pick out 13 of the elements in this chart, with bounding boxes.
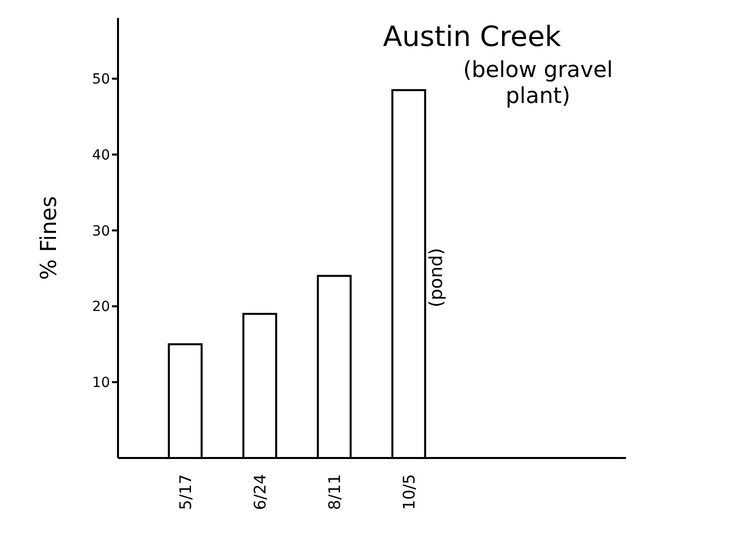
x-tick-label: 5/17 <box>176 474 195 510</box>
text: (below gravel plant) <box>463 58 613 110</box>
annotation: (pond) <box>426 248 447 308</box>
y-tick-label: 50 <box>92 72 110 88</box>
y-tick-label: 30 <box>92 223 110 240</box>
x-tick-label: 8/11 <box>324 474 344 510</box>
y-tick-label: 20 <box>92 299 110 316</box>
y-tick-label: 40 <box>92 148 110 164</box>
y-axis-title: % Fines <box>36 196 62 280</box>
y-tick-label: 10 <box>92 375 110 392</box>
x-tick-label: 6/24 <box>250 474 270 510</box>
chart-title: Austin Creek <box>383 20 562 53</box>
x-tick-label: 10/5 <box>399 474 418 510</box>
